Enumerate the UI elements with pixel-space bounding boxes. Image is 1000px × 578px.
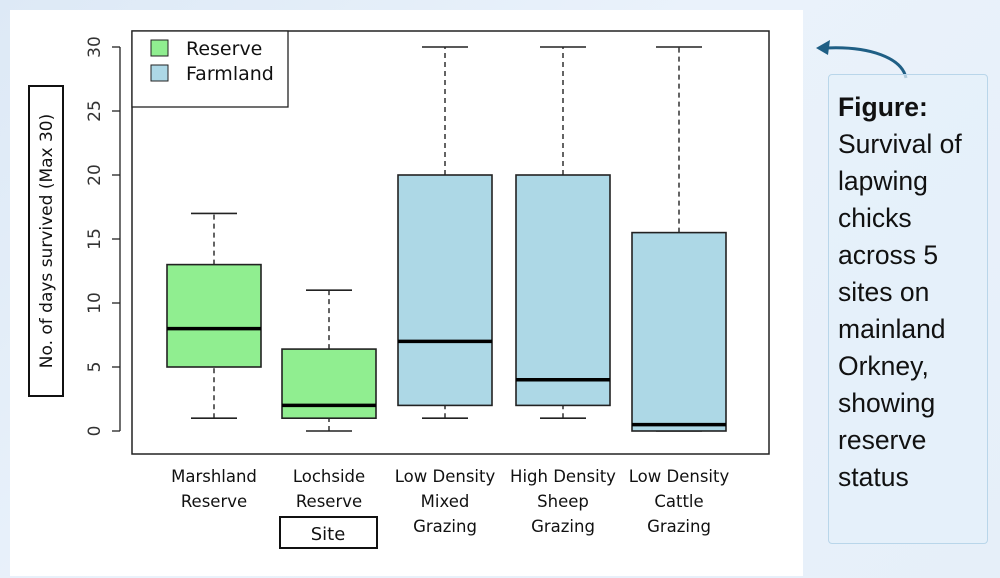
x-tick-label: Marshland	[171, 467, 257, 486]
pointer-arrow-icon	[816, 40, 908, 79]
x-tick-label: Reserve	[181, 492, 247, 511]
y-tick-label: 5	[85, 362, 105, 373]
figure-caption: Figure: Survival of lapwing chicks acros…	[828, 74, 988, 544]
box-group: High Density Sheep Grazing	[510, 46, 616, 536]
x-tick-label: Sheep	[537, 492, 589, 511]
chart-panel: 0 5 10 15 20 25 30 No. of days survived (Max 30…	[10, 10, 803, 576]
x-tick-label: Reserve	[296, 492, 362, 511]
iqr-box	[281, 348, 377, 419]
y-tick-label: 15	[85, 228, 105, 250]
y-tick-label: 10	[85, 292, 105, 314]
x-tick-label: Low Density	[395, 467, 496, 486]
y-tick-label: 25	[85, 100, 105, 122]
x-tick-label: Grazing	[531, 517, 595, 536]
iqr-box	[515, 174, 611, 407]
legend-swatch	[150, 39, 169, 57]
x-tick-label: Grazing	[413, 517, 477, 536]
box-group: Lochside Reserve	[281, 289, 377, 511]
legend-label: Reserve	[186, 38, 262, 60]
iqr-box	[631, 231, 727, 432]
x-axis-label: Site	[311, 524, 346, 545]
x-tick-label: Cattle	[654, 492, 703, 511]
x-axis-label-box	[279, 516, 378, 549]
legend-swatch	[150, 64, 169, 82]
x-tick-label: Grazing	[647, 517, 711, 536]
y-axis-label: No. of days survived (Max 30)	[37, 114, 57, 369]
boxplot-chart: 0 5 10 15 20 25 30 No. of days survived (Max 30…	[28, 30, 770, 549]
y-tick-label: 30	[85, 36, 105, 58]
iqr-box	[166, 263, 262, 368]
x-tick-label: Lochside	[293, 467, 365, 486]
x-tick-label: Low Density	[629, 467, 730, 486]
plot-frame	[131, 30, 770, 455]
y-tick-label: 20	[85, 164, 105, 186]
box-group: Low Density Cattle Grazing	[629, 46, 730, 536]
box-group: Low Density Mixed Grazing	[395, 46, 496, 536]
legend-label: Farmland	[186, 63, 274, 85]
caption-label: Figure:	[838, 92, 928, 122]
iqr-box	[397, 174, 493, 407]
caption-text: Survival of lapwing chicks across 5 site…	[838, 129, 962, 492]
x-tick-label: High Density	[510, 467, 616, 486]
y-tick-label: 0	[85, 426, 105, 437]
x-tick-label: Mixed	[421, 492, 470, 511]
box-group: Marshland Reserve	[166, 212, 262, 511]
y-axis-label-box	[28, 85, 64, 397]
